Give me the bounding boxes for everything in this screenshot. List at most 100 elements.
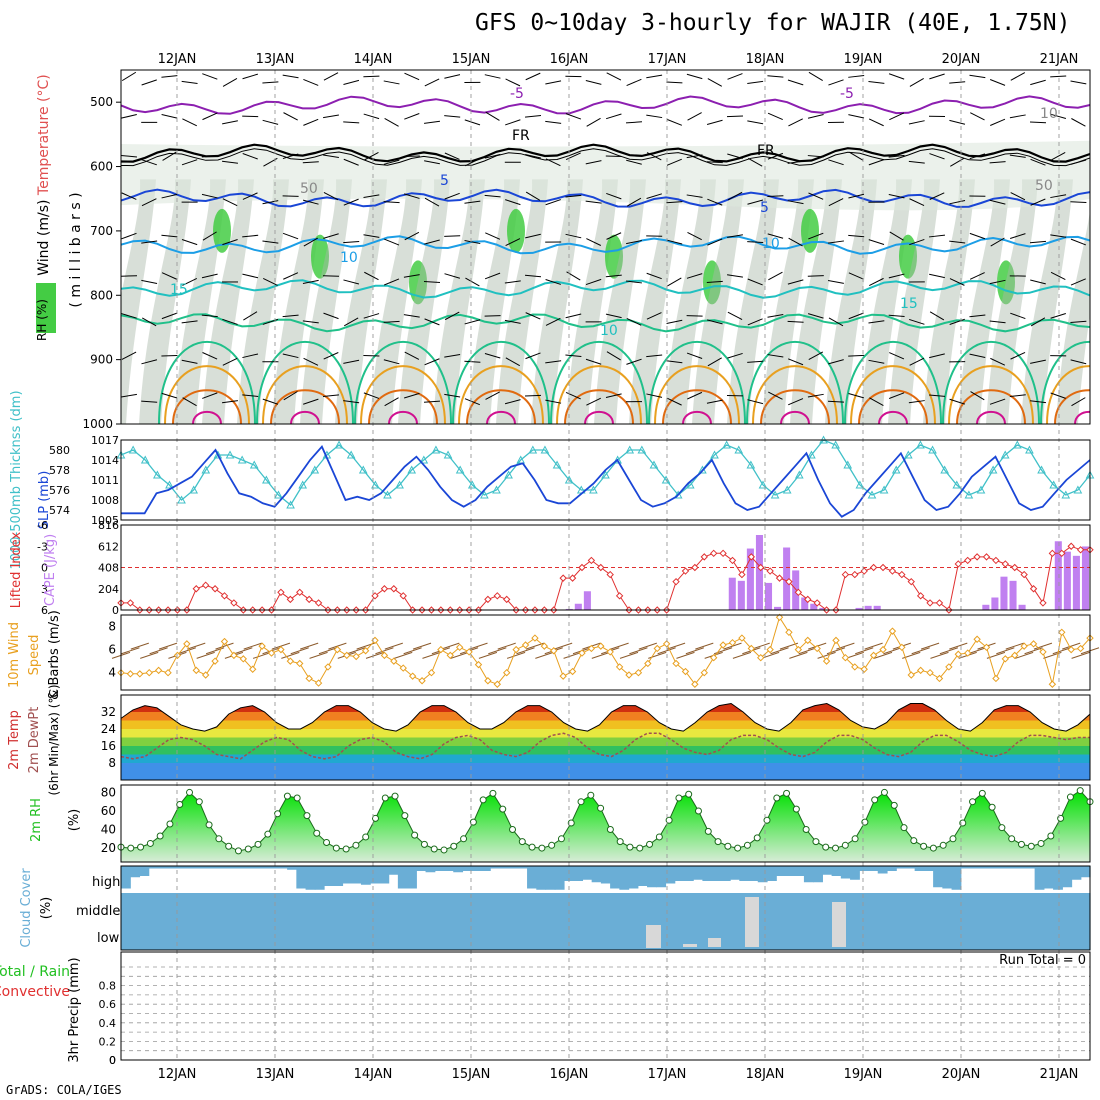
wind-barb — [1029, 121, 1047, 124]
wind-barb — [1050, 312, 1066, 319]
cloud-label-middle: middle — [76, 904, 120, 919]
wind-barb — [525, 72, 541, 81]
wind-barb — [262, 398, 279, 405]
wind-barb — [424, 318, 440, 326]
thickness-marker — [334, 440, 344, 449]
wind-speed-marker — [314, 679, 323, 687]
precip-tick: 0.2 — [99, 1035, 117, 1048]
rh2m-marker — [655, 833, 663, 841]
cloud-low-bar — [434, 918, 445, 950]
isotherm-dome — [1054, 389, 1090, 424]
contour-label: -5 — [510, 86, 524, 102]
rh-high-area — [409, 260, 427, 305]
wind-speed-marker — [324, 663, 332, 671]
rh2m-marker — [567, 819, 575, 827]
rh2m-marker — [548, 841, 556, 849]
cloud-middle-bar — [693, 893, 703, 918]
rh2m-marker — [499, 805, 507, 813]
wind-barb — [506, 651, 526, 659]
cloud-middle-bar — [499, 893, 510, 918]
wind-barb — [751, 642, 770, 650]
cape-bar — [746, 548, 754, 610]
cloud-low-bar — [222, 918, 233, 950]
rh2m-marker — [1076, 787, 1084, 795]
cloud-middle-bar — [674, 893, 685, 918]
wind-barb — [424, 120, 440, 124]
wind-barb — [686, 154, 703, 159]
wind-barb — [949, 278, 965, 286]
cloud-low-bar — [370, 918, 380, 950]
rh2m-marker — [646, 840, 654, 848]
wind-speed-marker — [992, 674, 1000, 683]
cloud-middle-bar — [397, 893, 408, 918]
rh-high-area — [801, 208, 819, 253]
thickness-marker — [480, 490, 489, 499]
wind-speed-marker — [164, 668, 172, 677]
rh2m-marker — [949, 835, 957, 843]
wind-barb — [384, 117, 399, 127]
wind-barb — [1010, 351, 1026, 360]
rh2m-marker — [166, 820, 174, 828]
lifted-index-marker — [1076, 546, 1085, 554]
wind-speed-marker — [455, 643, 464, 652]
slp-ylabel: SLP (mb) — [37, 471, 52, 530]
cloud-high-bar — [573, 866, 584, 881]
cloud-high-bar — [942, 866, 953, 889]
wind-barb — [929, 311, 945, 321]
rh2m-marker — [822, 843, 830, 851]
wind-barb — [889, 352, 905, 360]
cloud-high-bar — [407, 866, 417, 889]
thickness-marker — [431, 445, 441, 454]
rh-shading — [825, 179, 877, 424]
thickness-marker — [371, 480, 380, 489]
wind-speed-marker — [568, 667, 577, 676]
isotherm-dome — [746, 340, 844, 424]
isotherm-dome — [564, 389, 634, 424]
isotherm-dome — [976, 410, 1006, 424]
cloud-high-bar — [868, 866, 879, 871]
wind-barb — [403, 274, 420, 278]
wind-barb — [646, 354, 663, 358]
wind-barb — [969, 272, 985, 280]
isotherm-dome — [192, 410, 222, 424]
wind-speed-marker — [615, 663, 624, 671]
cloud-high-bar — [480, 866, 491, 871]
rh2m-marker — [577, 798, 585, 806]
temp-band — [121, 754, 1090, 763]
cloud-low-bar — [942, 918, 953, 950]
rh2m-marker — [988, 803, 996, 811]
wind-barb — [363, 392, 380, 399]
wind-barb — [343, 158, 359, 166]
rh2m-marker — [1017, 840, 1025, 848]
rh2m-marker — [381, 794, 389, 802]
rh-shading — [762, 179, 814, 424]
thickness-marker — [964, 490, 974, 499]
lifted-index-marker — [126, 599, 135, 607]
wind-barb — [1009, 114, 1026, 119]
rh2m-marker — [156, 832, 164, 840]
wind-speed-marker — [907, 671, 915, 679]
cloud-high-bar — [591, 866, 602, 883]
thickness-marker — [613, 455, 622, 464]
thickness-marker — [758, 480, 768, 489]
wind-barb — [464, 119, 481, 126]
wind-barb — [465, 158, 480, 167]
wind-barb — [309, 651, 328, 659]
wind-barb — [161, 114, 178, 119]
thickness-marker — [940, 465, 949, 474]
wind-barb — [1029, 400, 1047, 404]
cloud-low-bar — [508, 918, 519, 950]
wind-barb — [141, 279, 158, 285]
wind-barb — [864, 642, 883, 650]
wind-barb — [485, 111, 500, 121]
cloud-high-bar — [1071, 866, 1082, 880]
isotherm-line — [121, 95, 1090, 115]
wind-speed-marker — [286, 657, 295, 665]
wind-barb — [848, 114, 865, 119]
cloud-low-bar — [176, 918, 187, 950]
cloud-high-bar — [425, 866, 436, 873]
wind-barb — [1033, 642, 1053, 650]
lifted-index-marker — [813, 599, 821, 607]
cloud-high-bar — [1034, 866, 1045, 890]
rh-high-area — [899, 234, 917, 279]
